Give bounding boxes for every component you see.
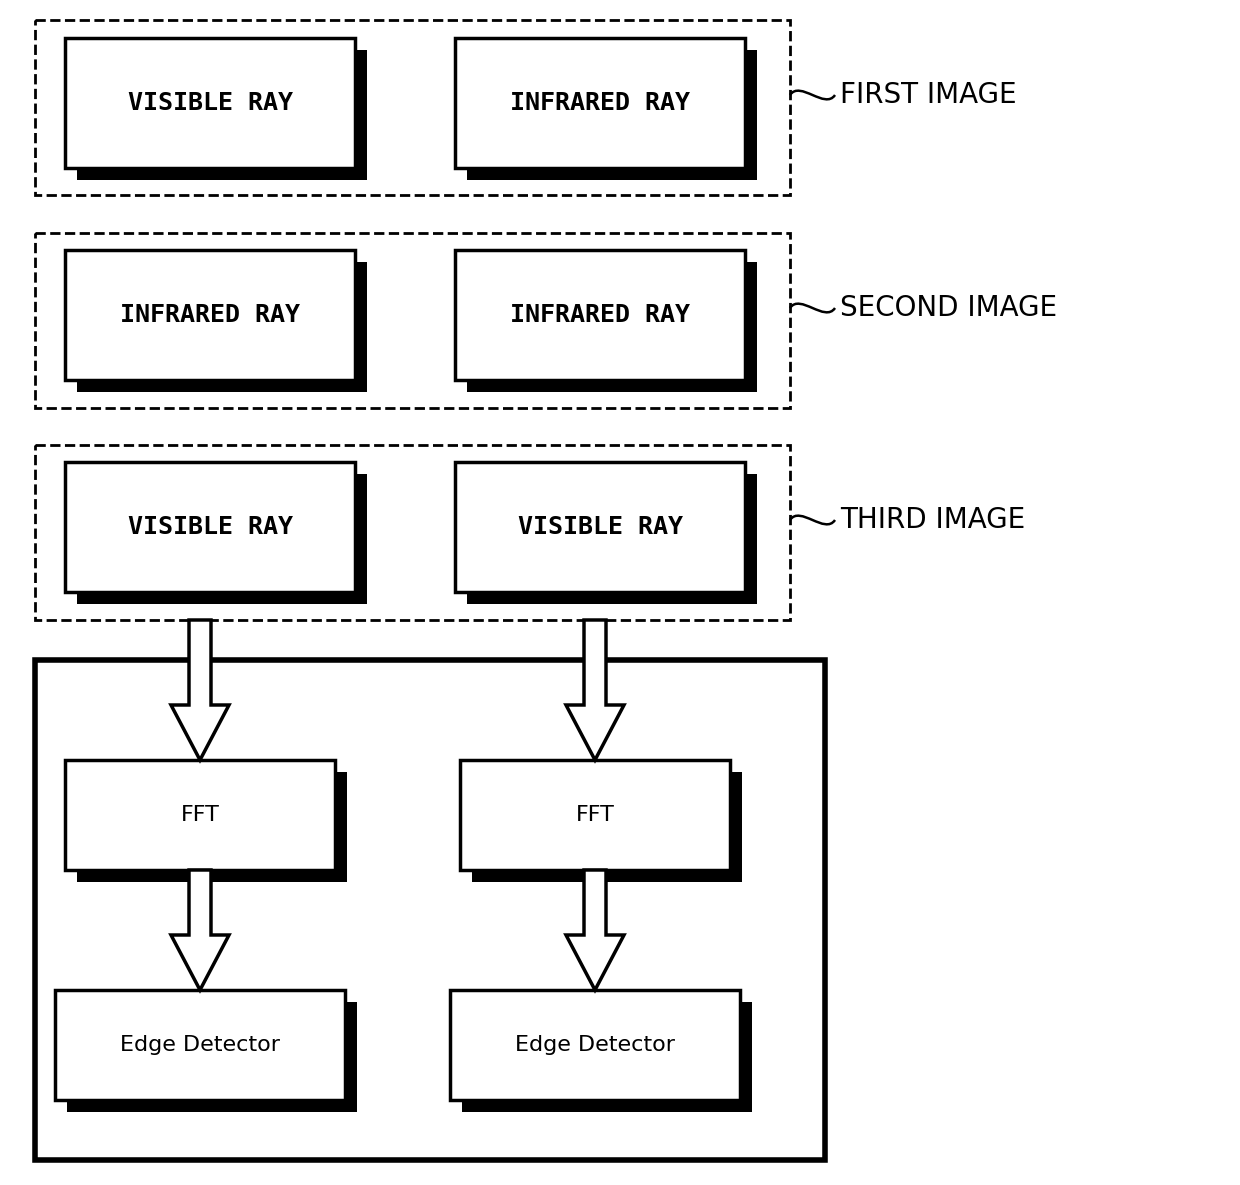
Bar (467, 50, 756, 180)
Bar (460, 760, 730, 870)
Bar (35, 20, 790, 196)
Bar (35, 446, 790, 620)
Text: FFT: FFT (575, 805, 615, 825)
Bar (463, 1003, 751, 1112)
Bar (467, 474, 756, 604)
Bar (67, 1003, 357, 1112)
Bar (64, 38, 355, 168)
Bar (35, 660, 825, 1160)
Bar (455, 462, 745, 592)
Bar (77, 771, 347, 882)
Polygon shape (171, 870, 229, 989)
Text: FFT: FFT (181, 805, 219, 825)
Bar (77, 50, 367, 180)
Text: INFRARED RAY: INFRARED RAY (510, 303, 689, 327)
Bar (35, 233, 790, 408)
Text: VISIBLE RAY: VISIBLE RAY (517, 515, 682, 539)
Bar (77, 474, 367, 604)
Bar (55, 989, 345, 1100)
Text: INFRARED RAY: INFRARED RAY (510, 91, 689, 115)
Bar (472, 771, 742, 882)
Bar (455, 250, 745, 380)
Text: Edge Detector: Edge Detector (120, 1035, 280, 1055)
Bar (450, 989, 740, 1100)
Bar (64, 462, 355, 592)
Bar (455, 38, 745, 168)
Bar (64, 250, 355, 380)
Text: Edge Detector: Edge Detector (515, 1035, 675, 1055)
Polygon shape (565, 620, 624, 760)
Bar (77, 262, 367, 392)
Bar (467, 262, 756, 392)
Text: THIRD IMAGE: THIRD IMAGE (839, 506, 1025, 534)
Polygon shape (565, 870, 624, 989)
Polygon shape (171, 620, 229, 760)
Text: VISIBLE RAY: VISIBLE RAY (128, 91, 293, 115)
Bar (64, 760, 335, 870)
Text: SECOND IMAGE: SECOND IMAGE (839, 294, 1058, 322)
Text: INFRARED RAY: INFRARED RAY (120, 303, 300, 327)
Text: VISIBLE RAY: VISIBLE RAY (128, 515, 293, 539)
Text: FIRST IMAGE: FIRST IMAGE (839, 81, 1017, 109)
